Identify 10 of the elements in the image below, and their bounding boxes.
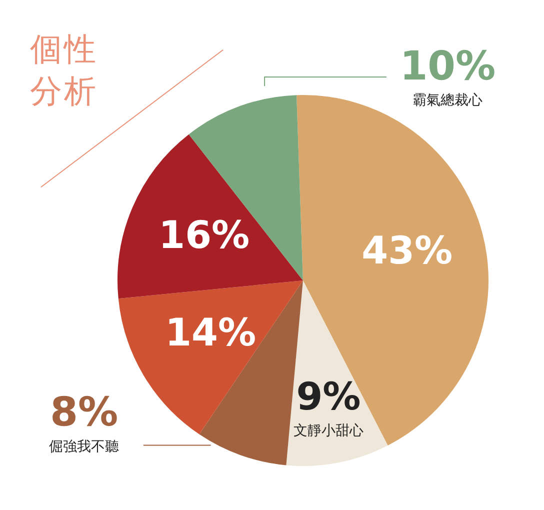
slice-label: 文靜小甜心	[293, 423, 364, 440]
slice-label: 倔強我不聽	[49, 438, 120, 455]
slice-label: 霸氣總裁心	[412, 92, 483, 109]
data-label: 16%	[158, 212, 250, 257]
data-label: 10%	[400, 43, 496, 90]
data-label: 14%	[165, 310, 256, 354]
chart-title: 個性分析	[30, 29, 99, 112]
data-label: 43%	[362, 228, 453, 272]
data-label: 8%	[50, 390, 118, 436]
data-label: 9%	[296, 374, 361, 418]
